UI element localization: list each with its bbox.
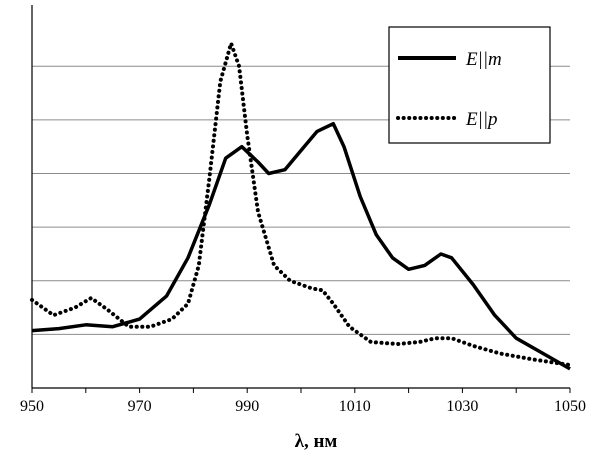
x-tick-labels: 950 970 990 1010 1030 1050 (20, 398, 586, 415)
axes (31, 5, 571, 393)
series-line-1 (31, 121, 571, 371)
series-layer (30, 41, 572, 371)
x-tick-label-970: 970 (128, 398, 152, 415)
gridlines (32, 65, 570, 335)
x-tick-label-1050: 1050 (554, 398, 586, 415)
x-tick-label-950: 950 (20, 398, 44, 415)
legend-label-series-2: E||p (465, 109, 498, 130)
x-tick-label-1030: 1030 (446, 398, 478, 415)
legend: E||m E||p (388, 26, 551, 144)
legend-box (388, 26, 551, 144)
x-tick-label-1010: 1010 (339, 398, 371, 415)
x-tick-label-990: 990 (235, 398, 259, 415)
x-axis-title: λ, нм (295, 431, 338, 452)
legend-label-series-1: E||m (465, 49, 502, 70)
series-line-2 (30, 41, 572, 367)
